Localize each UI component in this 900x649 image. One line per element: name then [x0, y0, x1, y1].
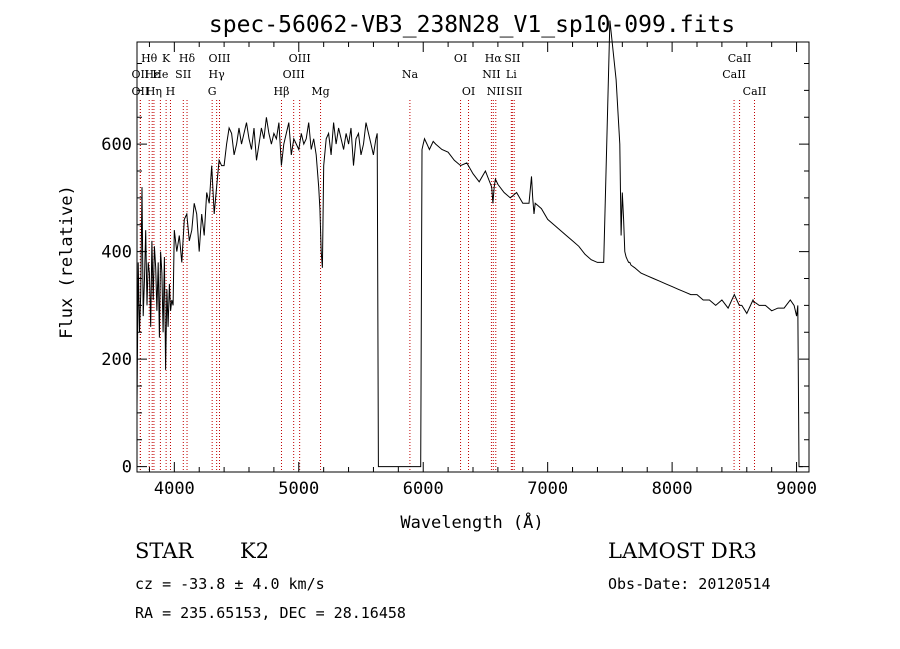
line-marker-label-20: Hα: [485, 52, 503, 65]
line-marker-label-26: CaII: [728, 52, 752, 65]
line-marker-label-18: OI: [454, 52, 467, 65]
y-tick-label-2: 400: [101, 243, 132, 263]
survey-name: LAMOST DR3: [608, 539, 757, 563]
line-marker-label-8: SII: [175, 68, 191, 81]
line-marker-label-6: He: [152, 68, 168, 81]
x-axis-ticks: 4000 5000 6000 7000 8000 9000: [148, 42, 817, 499]
line-marker-label-24: NII: [487, 85, 505, 98]
coordinates: RA = 235.65153, DEC = 28.16458: [135, 604, 406, 622]
x-axis-label: Wavelength (Å): [400, 511, 543, 533]
y-tick-label-1: 200: [101, 350, 132, 370]
line-marker-label-5: K: [162, 52, 171, 65]
flux-series-line: [136, 20, 803, 468]
line-marker-label-15: Hβ: [274, 85, 290, 98]
line-marker-label-28: CaII: [743, 85, 767, 98]
line-marker-label-13: OIII: [289, 52, 311, 65]
line-marker-label-3: Hε: [145, 68, 161, 81]
line-marker-label-27: CaII: [722, 68, 746, 81]
line-marker-label-2: OII: [132, 85, 150, 98]
object-class: STAR: [135, 539, 194, 563]
redshift-velocity: cz = -33.8 ± 4.0 km/s: [135, 575, 325, 593]
x-tick-label-3: 7000: [527, 479, 568, 499]
line-marker-label-25: SII: [506, 85, 522, 98]
x-tick-label-2: 6000: [403, 479, 444, 499]
x-tick-label-4: 8000: [652, 479, 693, 499]
line-marker-label-1: OII: [132, 68, 150, 81]
object-subclass: K2: [240, 539, 269, 563]
line-marker-label-10: OIII: [208, 52, 230, 65]
x-tick-label-5: 9000: [776, 479, 817, 499]
chart-title: spec-56062-VB3_238N28_V1_sp10-099.fits: [209, 12, 735, 38]
line-marker-label-22: NII: [482, 68, 500, 81]
x-tick-label-0: 4000: [154, 479, 195, 499]
line-marker-label-23: Li: [506, 68, 517, 81]
line-marker-label-21: SII: [504, 52, 520, 65]
line-markers: [139, 100, 755, 472]
y-tick-label-0: 0: [122, 458, 132, 478]
line-marker-label-7: H: [166, 85, 176, 98]
line-marker-label-19: OI: [462, 85, 475, 98]
y-axis-ticks: 0 200 400 600: [101, 63, 809, 478]
observation-date: Obs-Date: 20120514: [608, 575, 771, 593]
plot-frame: [136, 41, 810, 473]
x-tick-label-1: 5000: [278, 479, 319, 499]
line-marker-label-14: OIII: [283, 68, 305, 81]
y-tick-label-3: 600: [101, 135, 132, 155]
line-marker-label-4: Hη: [146, 85, 162, 98]
line-marker-label-9: Hδ: [179, 52, 196, 65]
line-marker-label-11: Hγ: [209, 68, 226, 81]
line-marker-label-0: Hθ: [141, 52, 158, 65]
y-axis-label: Flux (relative): [57, 185, 77, 339]
line-marker-label-12: G: [208, 85, 217, 98]
line-marker-label-17: Na: [402, 68, 419, 81]
line-marker-label-16: Mg: [311, 85, 329, 98]
